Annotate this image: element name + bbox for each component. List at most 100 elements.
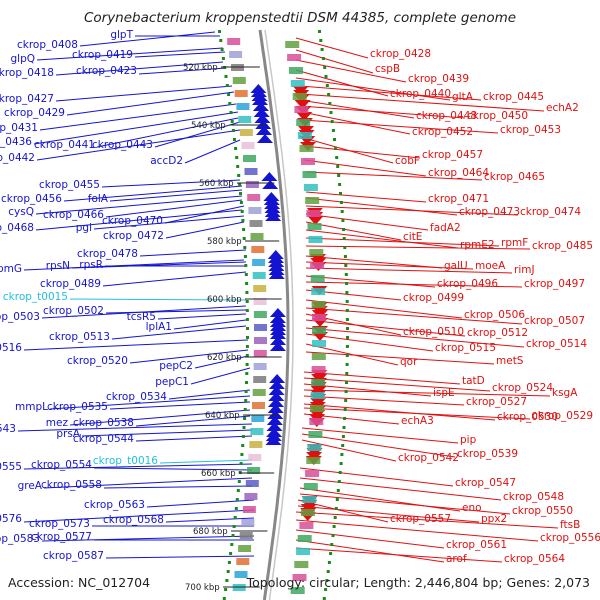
track-dot — [336, 489, 340, 492]
track-dot — [345, 354, 349, 357]
track-dot — [241, 435, 245, 438]
track-dot — [343, 417, 347, 420]
track-dot — [345, 381, 348, 384]
leader-line-ckrop-0524 — [303, 377, 491, 392]
gene-label-grea: greA — [18, 480, 43, 492]
leader-line-ckrop-0515 — [305, 333, 434, 352]
leader-line-ckrop-0468 — [35, 209, 243, 231]
leader-line-ckrop-0576 — [23, 509, 255, 523]
minus-gene-arrow — [266, 422, 283, 431]
gene-label-ispe: ispE — [433, 387, 455, 399]
gene-label-moea: moeA — [475, 260, 506, 272]
track-dot — [219, 39, 223, 42]
track-dot — [245, 300, 249, 303]
gene-label-pgi: pgi — [76, 222, 92, 234]
gene-label-ckrop-0561: ckrop_0561 — [446, 539, 507, 551]
gene-label-ppx2: ppx2 — [481, 513, 507, 525]
feature-block — [254, 324, 267, 331]
gene-label-fola: folA — [88, 193, 109, 205]
feature-block — [306, 457, 321, 464]
kbp-tick-label: 660 kbp — [201, 469, 236, 479]
track-dot — [237, 174, 241, 177]
gene-label-cysq: cysQ — [8, 206, 34, 218]
track-dot — [344, 390, 348, 393]
leader-line-ckrop-t0016 — [159, 459, 253, 464]
track-dot — [341, 219, 345, 222]
gene-label-ckrop-0543: ckrop_0543 — [0, 423, 16, 435]
track-dot — [224, 588, 228, 591]
gene-label-ckrop-0513: ckrop_0513 — [49, 331, 110, 343]
genome-title: Corynebacterium kroppenstedtii DSM 44385… — [84, 10, 516, 26]
gene-label-ckrop-0439: ckrop_0439 — [408, 73, 469, 85]
gene-label-ckrop-0452: ckrop_0452 — [412, 126, 473, 138]
feature-block — [306, 210, 321, 217]
track-dot — [319, 39, 323, 42]
gene-labels: ckrop_0408glpTglpQckrop_0419ckrop_0418ck… — [0, 29, 600, 565]
feature-block — [234, 571, 248, 578]
leader-line-ckrop-0507 — [305, 307, 523, 325]
leader-line-ckrop-0534 — [168, 389, 251, 400]
track-dot — [226, 570, 230, 573]
leader-line-rpmg — [23, 259, 245, 271]
gene-label-ckrop-0455: ckrop_0455 — [39, 179, 100, 191]
gene-label-ckrop-0538: ckrop_0538 — [73, 417, 134, 429]
track-dot — [343, 255, 347, 258]
gene-label-tatd: tatD — [462, 375, 485, 387]
minus-gene-arrow — [269, 374, 286, 383]
track-dot — [340, 210, 344, 213]
feature-block — [253, 311, 267, 318]
gene-label-ckrop-0466: ckrop_0466 — [43, 209, 104, 221]
leader-line-ckrop-0535 — [109, 401, 251, 410]
minus-gene-arrow — [268, 386, 285, 395]
leader-line-cysq — [35, 195, 243, 215]
track-dot — [239, 462, 243, 465]
gene-label-arof: arof — [446, 553, 467, 565]
feature-block — [285, 41, 300, 48]
leader-line-ckrop-0423 — [138, 67, 227, 75]
track-dot — [326, 570, 330, 573]
leader-line-ppx2 — [297, 505, 480, 523]
leader-line-ckrop-0539 — [301, 433, 456, 458]
track-dot — [234, 507, 238, 510]
gene-label-ckrop-0558: ckrop_0558 — [41, 479, 102, 491]
feature-block — [245, 480, 259, 487]
feature-block — [290, 80, 305, 87]
track-dot — [245, 354, 249, 357]
track-dot — [346, 336, 349, 339]
gene-label-ckrop-0547: ckrop_0547 — [455, 477, 516, 489]
track-dot — [245, 309, 249, 312]
feature-block — [248, 207, 262, 214]
minus-gene-arrow — [257, 134, 273, 143]
track-dot — [341, 444, 345, 447]
gene-label-ckrop-0534: ckrop_0534 — [106, 391, 167, 403]
feature-block — [229, 51, 243, 58]
backbone-line — [258, 29, 290, 600]
minus-gene-arrow — [268, 398, 284, 407]
feature-block — [252, 402, 265, 409]
gene-label-ckrop-0448: ckrop_0448 — [416, 110, 477, 122]
gene-label-glpt: glpT — [110, 29, 133, 41]
track-dot — [245, 291, 249, 294]
track-dot — [225, 579, 229, 582]
leader-line-ckrop-0472 — [165, 221, 245, 239]
gene-label-ckrop-0419: ckrop_0419 — [72, 49, 133, 61]
track-dot — [220, 48, 224, 51]
track-dot — [245, 381, 248, 384]
feature-block — [248, 454, 262, 461]
track-dot — [224, 75, 228, 78]
track-dot — [333, 138, 336, 141]
gene-label-ckrop-0542: ckrop_0542 — [398, 452, 459, 464]
feature-block — [236, 558, 250, 565]
track-dot — [338, 471, 342, 474]
leader-line-ckrop-0544 — [135, 435, 253, 442]
gene-label-ckrop-0418: ckrop_0418 — [0, 67, 54, 79]
kbp-scale: 520 kbp 540 kbp 560 kbp 580 kbp 600 kbp 620 k… — [183, 63, 282, 593]
label-leader-lines — [17, 31, 559, 563]
gene-label-glpq: glpQ — [10, 53, 35, 65]
minus-gene-arrow — [270, 336, 286, 345]
gene-label-glta: gltA — [452, 91, 474, 103]
gene-label-mez: mez — [46, 417, 69, 429]
track-dot — [236, 165, 240, 168]
track-dot — [243, 417, 247, 420]
track-dot — [339, 462, 343, 465]
